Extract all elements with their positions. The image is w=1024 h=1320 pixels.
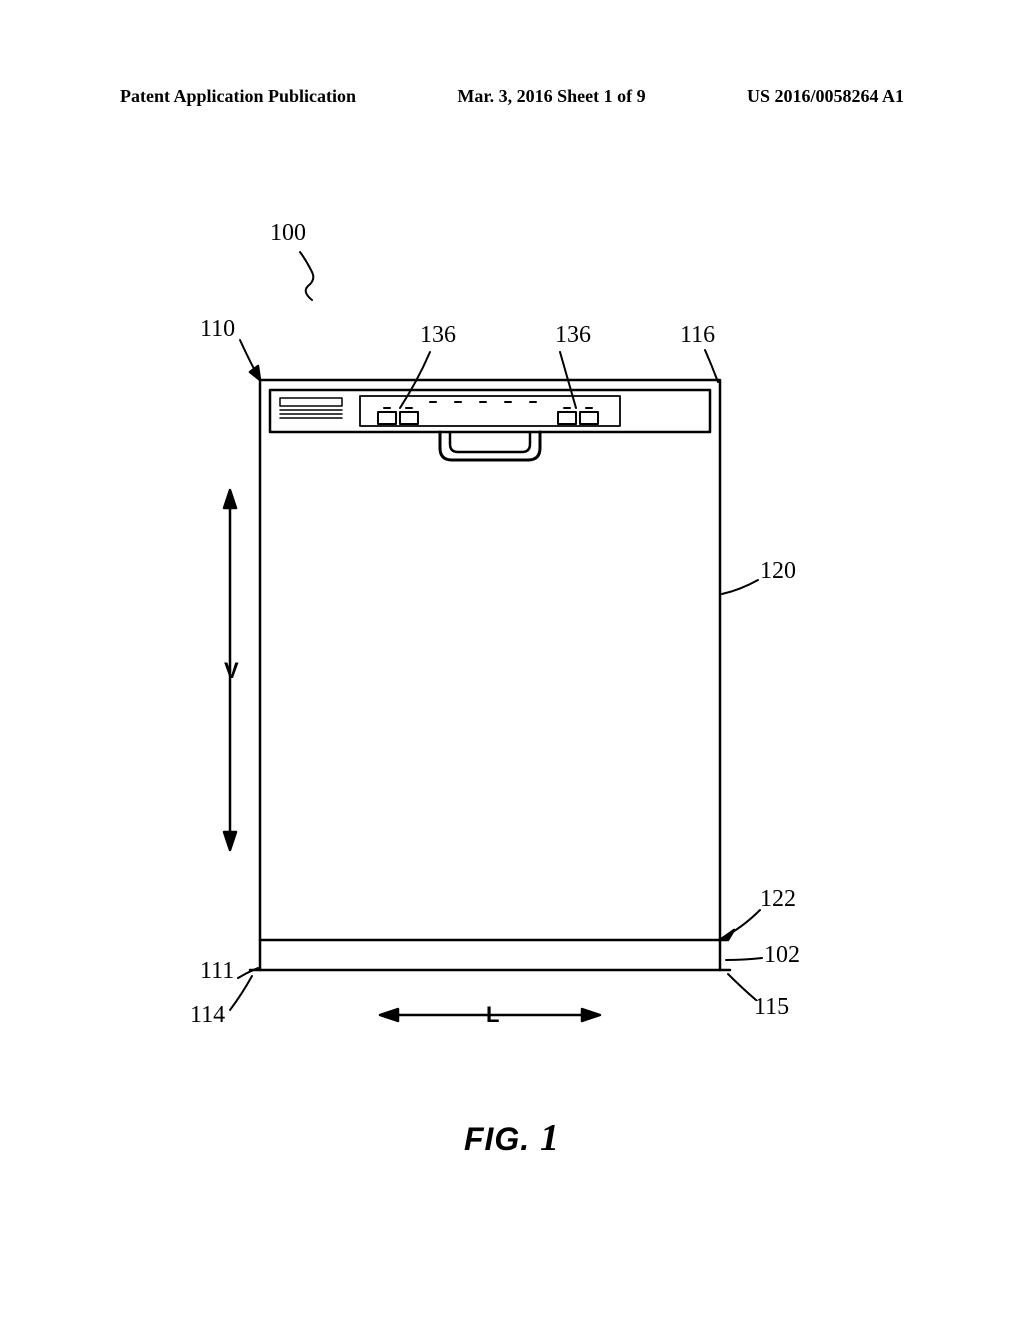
axis-l-label: L (486, 1002, 499, 1028)
figure-label-prefix: FIG. (464, 1121, 530, 1157)
ref-110: 110 (200, 316, 235, 343)
figure-label-number: 1 (540, 1117, 560, 1159)
ref-115: 115 (754, 994, 789, 1021)
page: Patent Application Publication Mar. 3, 2… (0, 0, 1024, 1320)
ref-102: 102 (764, 942, 800, 969)
ref-122: 122 (760, 886, 796, 913)
figure-label: FIG. 1 (464, 1116, 560, 1160)
ref-111: 111 (200, 958, 234, 985)
ref-116: 116 (680, 322, 715, 349)
ref-136-right: 136 (555, 322, 591, 349)
axis-v-label: V (224, 658, 239, 684)
ref-120: 120 (760, 558, 796, 585)
ref-114: 114 (190, 1002, 225, 1029)
ref-100: 100 (270, 220, 306, 247)
ref-136-left: 136 (420, 322, 456, 349)
